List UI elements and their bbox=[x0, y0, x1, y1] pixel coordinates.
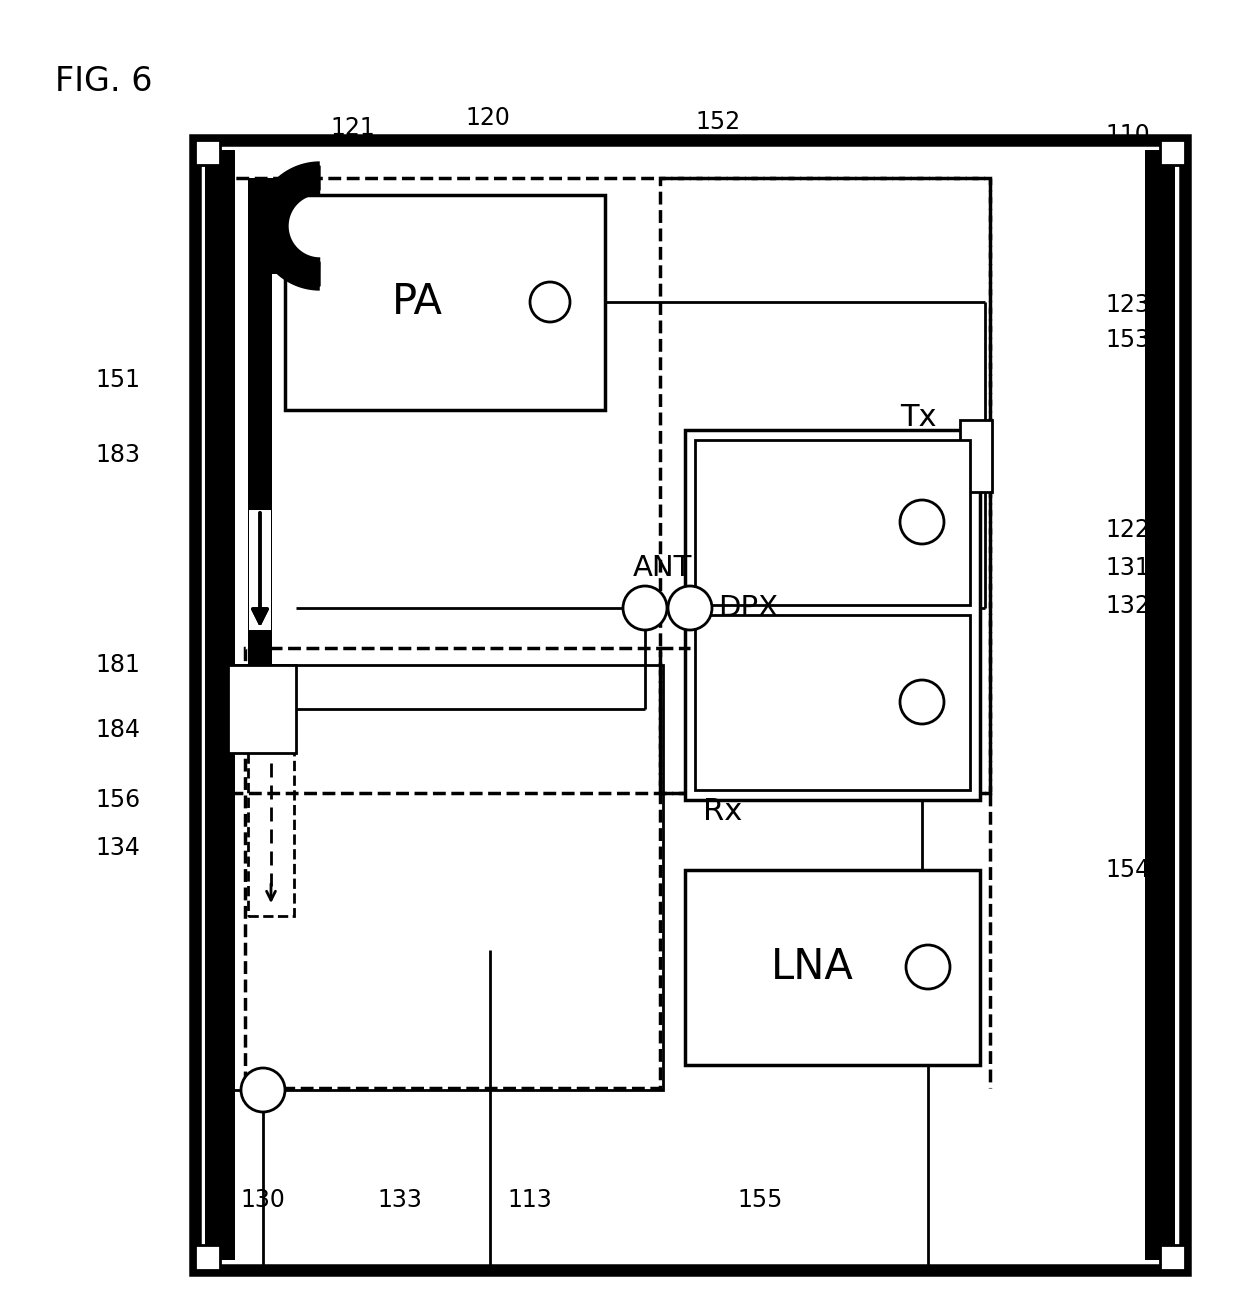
Text: 113: 113 bbox=[507, 1188, 552, 1213]
Bar bbox=[248, 748, 294, 916]
Polygon shape bbox=[260, 166, 320, 286]
Text: 154: 154 bbox=[1105, 858, 1151, 882]
Text: 122: 122 bbox=[1105, 519, 1149, 542]
Bar bbox=[960, 421, 992, 491]
Bar bbox=[205, 150, 236, 1260]
Bar bbox=[1145, 150, 1176, 1260]
Text: 184: 184 bbox=[95, 719, 140, 742]
Bar bbox=[684, 869, 980, 1066]
Text: 183: 183 bbox=[95, 442, 140, 467]
Bar bbox=[195, 141, 219, 165]
Text: 151: 151 bbox=[95, 368, 140, 392]
Text: PA: PA bbox=[392, 281, 443, 322]
Text: 133: 133 bbox=[377, 1188, 423, 1213]
Circle shape bbox=[668, 586, 712, 630]
Bar bbox=[195, 1245, 219, 1269]
Bar bbox=[694, 615, 970, 789]
Text: 123: 123 bbox=[1105, 293, 1149, 317]
Bar bbox=[248, 262, 288, 273]
Bar bbox=[1159, 141, 1185, 165]
Text: Rx: Rx bbox=[703, 797, 743, 827]
Bar bbox=[694, 440, 970, 605]
Bar bbox=[246, 648, 660, 1087]
Text: 181: 181 bbox=[95, 653, 140, 677]
Bar bbox=[285, 195, 605, 410]
Bar bbox=[195, 141, 1185, 1269]
Text: 156: 156 bbox=[95, 788, 140, 811]
Bar bbox=[684, 430, 980, 800]
Text: Tx: Tx bbox=[900, 404, 936, 432]
Text: 110: 110 bbox=[1105, 123, 1149, 147]
Text: 120: 120 bbox=[465, 106, 510, 130]
Circle shape bbox=[622, 586, 667, 630]
Bar bbox=[229, 178, 990, 793]
Text: LNA: LNA bbox=[770, 946, 853, 988]
Text: 155: 155 bbox=[738, 1188, 782, 1213]
Bar bbox=[1159, 141, 1185, 165]
Text: ANT: ANT bbox=[632, 553, 692, 582]
Bar bbox=[195, 141, 219, 165]
Circle shape bbox=[241, 1068, 285, 1112]
Text: 131: 131 bbox=[1105, 556, 1149, 580]
Circle shape bbox=[906, 946, 950, 989]
Text: 121: 121 bbox=[330, 116, 374, 141]
Bar bbox=[228, 666, 296, 753]
Text: DPX: DPX bbox=[718, 593, 779, 622]
Text: 130: 130 bbox=[241, 1188, 285, 1213]
Bar bbox=[195, 1245, 219, 1269]
Bar bbox=[249, 510, 272, 630]
Bar bbox=[195, 141, 1185, 1269]
Text: 152: 152 bbox=[694, 110, 740, 134]
Text: 132: 132 bbox=[1105, 593, 1149, 618]
Text: FIG. 6: FIG. 6 bbox=[55, 64, 153, 98]
Bar bbox=[1159, 1245, 1185, 1269]
Bar bbox=[228, 666, 296, 753]
Bar bbox=[248, 178, 288, 190]
Text: 153: 153 bbox=[1105, 328, 1151, 352]
Bar bbox=[248, 178, 272, 666]
Bar bbox=[228, 666, 663, 1090]
Text: 134: 134 bbox=[95, 836, 140, 860]
Bar bbox=[960, 421, 992, 491]
Circle shape bbox=[900, 680, 944, 724]
Bar bbox=[660, 178, 990, 793]
Circle shape bbox=[900, 501, 944, 544]
Circle shape bbox=[529, 283, 570, 322]
Bar bbox=[1159, 1245, 1185, 1269]
